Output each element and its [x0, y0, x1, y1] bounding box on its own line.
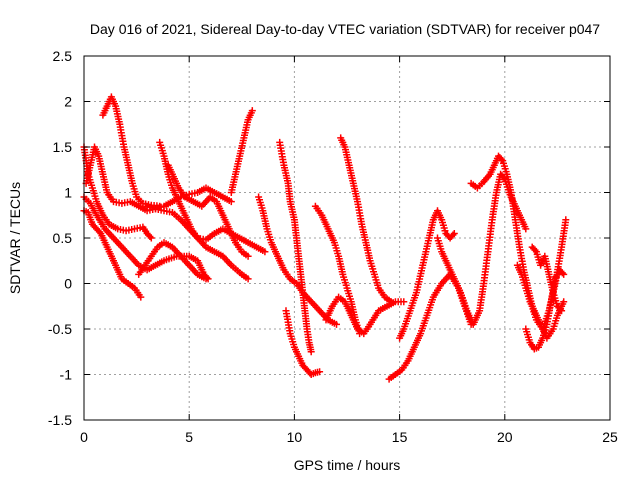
series-track [102, 96, 160, 207]
x-axis-label: GPS time / hours [294, 457, 401, 473]
x-tick-label: 0 [80, 429, 88, 445]
x-tick-label: 20 [497, 429, 513, 445]
series-sat-o [337, 134, 395, 306]
series-sat-l [276, 138, 315, 356]
series-sat-u [513, 261, 568, 342]
series-sat-d [80, 207, 145, 301]
series-markers [276, 138, 315, 356]
tick-layer: 0 5 10 15 20 25 -1.5 -1 -0.5 0 0.5 1 1.5 2 2.5 [48, 48, 618, 445]
grid-layer [84, 56, 610, 420]
series-sat-s [434, 170, 530, 328]
series-markers [99, 93, 164, 210]
series-markers [513, 261, 568, 342]
series-sat-w [528, 243, 566, 315]
plot-frame [83, 55, 611, 421]
y-tick-label: 1.5 [53, 139, 73, 155]
series-sat-f [135, 239, 210, 283]
y-tick-label: -0.5 [48, 321, 72, 337]
series-markers [322, 293, 408, 338]
series-sat-p [322, 293, 408, 338]
y-tick-label: 2 [64, 94, 72, 110]
series-sat-e [99, 93, 164, 210]
y-tick-label: 0 [64, 276, 72, 292]
series-markers [337, 134, 395, 306]
series-markers [528, 243, 566, 315]
series-markers [164, 161, 252, 260]
series-markers [396, 207, 458, 342]
series-sat-m [282, 307, 324, 378]
x-tick-label: 5 [185, 429, 193, 445]
series-sat-h [143, 202, 269, 256]
x-tick-label: 25 [602, 429, 618, 445]
series-markers [227, 107, 256, 196]
series-sat-i [164, 161, 252, 260]
chart-title: Day 016 of 2021, Sidereal Day-to-day VTE… [90, 21, 600, 37]
y-tick-label: -1.5 [48, 412, 72, 428]
series-markers [80, 207, 145, 301]
series-sat-r [396, 207, 458, 342]
series-markers [135, 239, 210, 283]
data-layer [80, 93, 570, 383]
x-tick-label: 15 [392, 429, 408, 445]
y-tick-label: -1 [60, 367, 73, 383]
y-tick-label: 2.5 [53, 48, 73, 64]
x-tick-label: 10 [287, 429, 303, 445]
series-markers [434, 170, 530, 328]
y-tick-label: 1 [64, 185, 72, 201]
series-sat-j [227, 107, 256, 196]
series-sat-c [82, 143, 235, 215]
series-markers [282, 307, 324, 378]
y-tick-label: 0.5 [53, 230, 73, 246]
series-markers [82, 143, 235, 215]
y-axis-label: SDTVAR / TECUs [7, 182, 23, 294]
